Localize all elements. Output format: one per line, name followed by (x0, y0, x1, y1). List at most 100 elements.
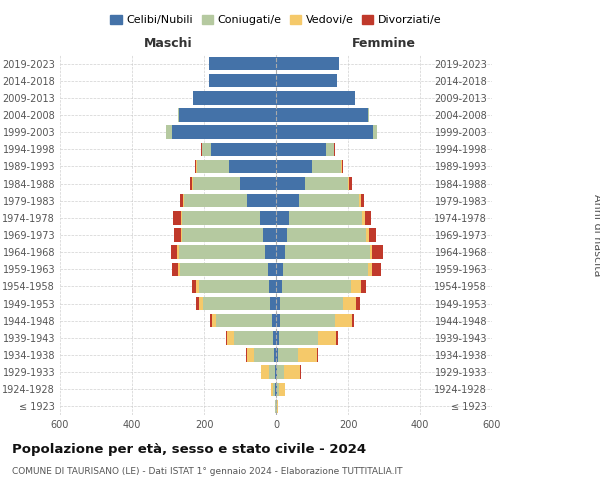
Text: Popolazione per età, sesso e stato civile - 2024: Popolazione per età, sesso e stato civil… (12, 442, 366, 456)
Bar (276, 57, 339, 70)
Bar (240, 177, 276, 190)
Bar (275, 400, 276, 413)
Bar (349, 177, 352, 190)
Bar (362, 211, 365, 224)
Text: Maschi: Maschi (143, 37, 193, 50)
Bar (276, 314, 280, 328)
Bar (268, 262, 276, 276)
Bar (260, 211, 276, 224)
Bar (276, 382, 277, 396)
Bar (247, 348, 254, 362)
Bar (277, 400, 278, 413)
Bar (211, 142, 276, 156)
Bar (216, 314, 272, 328)
Bar (284, 366, 300, 379)
Bar (279, 331, 319, 344)
Bar (285, 246, 370, 259)
Bar (166, 126, 172, 139)
Bar (183, 194, 184, 207)
Bar (287, 228, 366, 241)
Bar (352, 314, 355, 328)
Bar (276, 297, 280, 310)
Bar (361, 194, 364, 207)
Bar (179, 108, 276, 122)
Bar (277, 382, 278, 396)
Text: COMUNE DI TAURISANO (LE) - Dati ISTAT 1° gennaio 2024 - Elaborazione TUTTITALIA.: COMUNE DI TAURISANO (LE) - Dati ISTAT 1°… (12, 468, 403, 476)
Bar (298, 348, 317, 362)
Bar (182, 228, 263, 241)
Bar (254, 348, 274, 362)
Bar (275, 382, 276, 396)
Bar (269, 366, 275, 379)
Bar (370, 246, 373, 259)
Bar (335, 314, 352, 328)
Bar (177, 246, 179, 259)
Bar (273, 331, 276, 344)
Bar (289, 211, 362, 224)
Bar (197, 160, 229, 173)
Bar (199, 297, 203, 310)
Bar (233, 331, 273, 344)
Text: Anni di nascita: Anni di nascita (592, 194, 600, 276)
Bar (317, 348, 319, 362)
Bar (196, 297, 199, 310)
Bar (172, 262, 178, 276)
Bar (178, 262, 180, 276)
Bar (276, 126, 373, 139)
Bar (193, 91, 276, 104)
Bar (180, 262, 268, 276)
Bar (368, 262, 372, 276)
Bar (202, 142, 211, 156)
Bar (319, 331, 337, 344)
Bar (184, 194, 247, 207)
Text: Femmine: Femmine (352, 37, 416, 50)
Bar (201, 142, 202, 156)
Bar (179, 194, 183, 207)
Bar (212, 314, 216, 328)
Bar (326, 142, 334, 156)
Bar (182, 211, 260, 224)
Bar (276, 91, 355, 104)
Bar (276, 160, 312, 173)
Bar (276, 331, 279, 344)
Bar (276, 280, 283, 293)
Bar (178, 108, 179, 122)
Bar (276, 246, 285, 259)
Bar (172, 126, 276, 139)
Bar (373, 246, 383, 259)
Bar (365, 211, 371, 224)
Bar (276, 74, 337, 88)
Bar (369, 228, 376, 241)
Bar (192, 280, 196, 293)
Bar (343, 297, 356, 310)
Bar (275, 366, 276, 379)
Bar (276, 194, 299, 207)
Bar (276, 262, 283, 276)
Bar (283, 280, 351, 293)
Bar (227, 331, 233, 344)
Bar (199, 280, 269, 293)
Bar (247, 194, 276, 207)
Bar (276, 400, 277, 413)
Bar (203, 297, 269, 310)
Bar (210, 314, 212, 328)
Bar (271, 382, 274, 396)
Bar (179, 246, 265, 259)
Bar (276, 228, 287, 241)
Bar (269, 280, 276, 293)
Bar (300, 366, 301, 379)
Bar (196, 280, 199, 293)
Bar (366, 228, 369, 241)
Bar (337, 331, 338, 344)
Bar (312, 160, 341, 173)
Bar (277, 366, 284, 379)
Bar (276, 142, 326, 156)
Bar (341, 160, 343, 173)
Bar (356, 297, 360, 310)
Bar (276, 348, 278, 362)
Bar (173, 211, 181, 224)
Bar (193, 177, 240, 190)
Bar (226, 331, 227, 344)
Bar (372, 262, 381, 276)
Bar (280, 297, 343, 310)
